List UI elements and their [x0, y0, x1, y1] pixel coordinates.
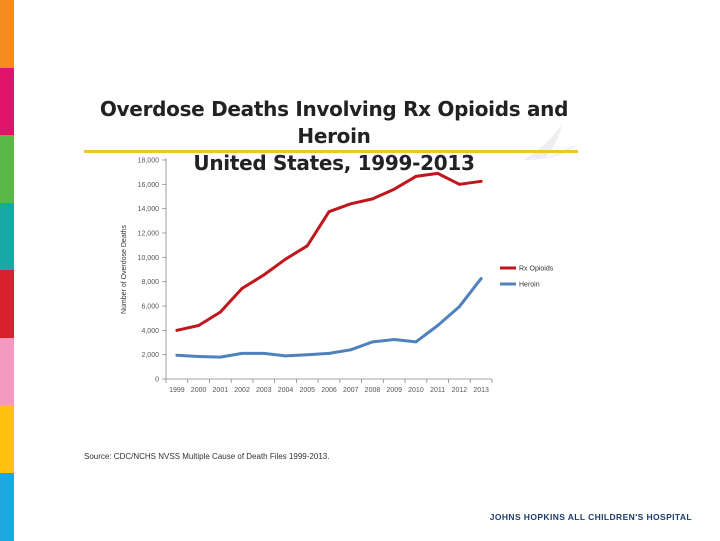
data-point-rx-opioids — [436, 171, 440, 175]
data-point-heroin — [371, 340, 374, 344]
data-point-heroin — [436, 324, 440, 327]
source-note: Source: CDC/NCHS NVSS Multiple Cause of … — [84, 452, 330, 461]
color-stripe-6 — [0, 337, 14, 406]
data-point-heroin — [305, 353, 309, 357]
series-line-heroin — [175, 277, 483, 359]
data-point-rx-opioids — [392, 187, 396, 191]
y-tick-label: 6,000 — [141, 304, 159, 311]
x-tick-label: 2000 — [191, 387, 207, 394]
data-point-rx-opioids — [414, 175, 418, 178]
data-point-heroin — [175, 353, 179, 357]
title-line-1: Overdose Deaths Involving Rx Opioids and… — [99, 97, 569, 148]
data-point-rx-opioids — [305, 244, 309, 248]
color-stripe-3 — [0, 135, 14, 203]
x-tick-label: 2002 — [234, 387, 250, 394]
color-stripe-1 — [0, 0, 14, 68]
data-point-heroin — [458, 305, 461, 309]
data-point-heroin — [392, 338, 396, 341]
x-tick-label: 2009 — [386, 387, 402, 394]
color-stripe-2 — [0, 67, 14, 136]
x-tick-label: 2005 — [299, 387, 315, 394]
color-stripe-8 — [0, 472, 14, 541]
data-point-rx-opioids — [371, 197, 374, 201]
y-tick-label: 12,000 — [138, 231, 160, 238]
y-tick-label: 8,000 — [141, 279, 159, 286]
data-point-heroin — [240, 352, 244, 355]
title-line-2: United States, 1999-2013 — [193, 151, 475, 175]
data-point-heroin — [349, 348, 353, 352]
series-line-rx-opioids — [175, 171, 483, 332]
data-point-heroin — [414, 340, 418, 344]
data-point-heroin — [479, 277, 483, 281]
data-point-rx-opioids — [458, 182, 461, 186]
x-tick-label: 2010 — [408, 387, 424, 394]
data-point-rx-opioids — [284, 257, 287, 261]
x-tick-label: 2007 — [343, 387, 359, 394]
data-point-heroin — [284, 354, 287, 358]
slide-title: Overdose Deaths Involving Rx Opioids and… — [84, 96, 584, 177]
x-tick-label: 2008 — [365, 387, 381, 394]
color-stripe-5 — [0, 270, 14, 338]
color-stripe-7 — [0, 405, 14, 473]
data-point-rx-opioids — [262, 273, 266, 277]
color-stripe-4 — [0, 202, 14, 271]
data-point-heroin — [218, 355, 222, 359]
data-point-rx-opioids — [479, 179, 483, 183]
data-point-rx-opioids — [327, 210, 331, 214]
x-tick-label: 2012 — [452, 387, 468, 394]
data-point-heroin — [197, 355, 201, 358]
legend-label: Heroin — [519, 282, 540, 289]
data-point-rx-opioids — [175, 328, 179, 332]
y-tick-label: 16,000 — [138, 182, 160, 189]
data-point-rx-opioids — [197, 324, 201, 327]
y-axis-label: Number of Overdose Deaths — [121, 224, 128, 314]
x-tick-label: 2004 — [278, 387, 294, 394]
data-point-heroin — [262, 352, 266, 355]
legend-label: Rx Opioids — [519, 266, 554, 273]
x-tick-label: 2003 — [256, 387, 272, 394]
y-tick-label: 4,000 — [141, 328, 159, 335]
y-tick-label: 18,000 — [138, 158, 160, 165]
data-point-rx-opioids — [218, 310, 222, 314]
x-tick-label: 2011 — [430, 387, 445, 394]
y-tick-label: 10,000 — [138, 255, 160, 262]
side-color-stripes — [0, 0, 14, 541]
data-point-rx-opioids — [349, 202, 353, 206]
y-tick-label: 14,000 — [138, 206, 160, 213]
title-underline — [84, 150, 578, 153]
x-tick-label: 2013 — [473, 387, 489, 394]
data-point-rx-opioids — [240, 286, 244, 290]
data-point-heroin — [327, 352, 331, 355]
y-tick-label: 0 — [155, 377, 159, 384]
y-tick-label: 2,000 — [141, 352, 159, 359]
footer-logo-text: JOHNS HOPKINS ALL CHILDREN'S HOSPITAL — [489, 512, 692, 522]
x-tick-label: 2001 — [213, 387, 229, 394]
x-tick-label: 1999 — [169, 387, 185, 394]
x-tick-label: 2006 — [321, 387, 337, 394]
